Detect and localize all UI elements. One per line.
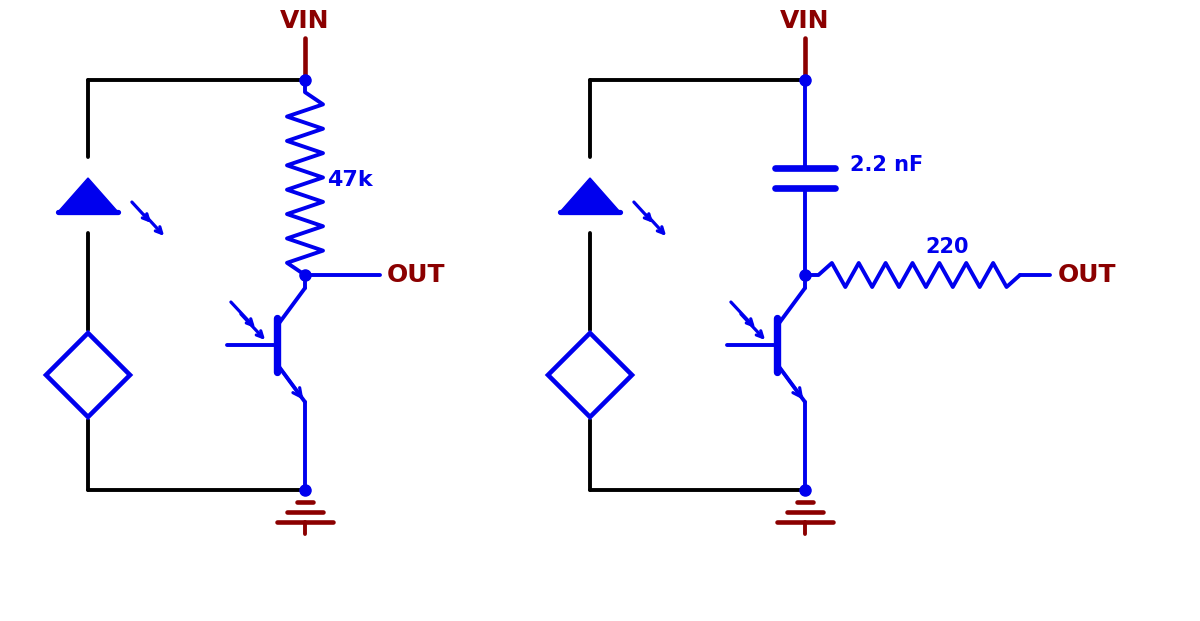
Polygon shape [46,333,130,417]
Text: VIN: VIN [780,9,829,33]
Polygon shape [560,178,620,212]
Polygon shape [58,178,118,212]
Text: OUT: OUT [386,263,445,287]
Text: 2.2 nF: 2.2 nF [850,155,923,175]
Text: VIN: VIN [281,9,330,33]
Text: OUT: OUT [1058,263,1116,287]
Text: 220: 220 [925,237,968,257]
Polygon shape [548,333,632,417]
Text: 47k: 47k [326,170,373,190]
